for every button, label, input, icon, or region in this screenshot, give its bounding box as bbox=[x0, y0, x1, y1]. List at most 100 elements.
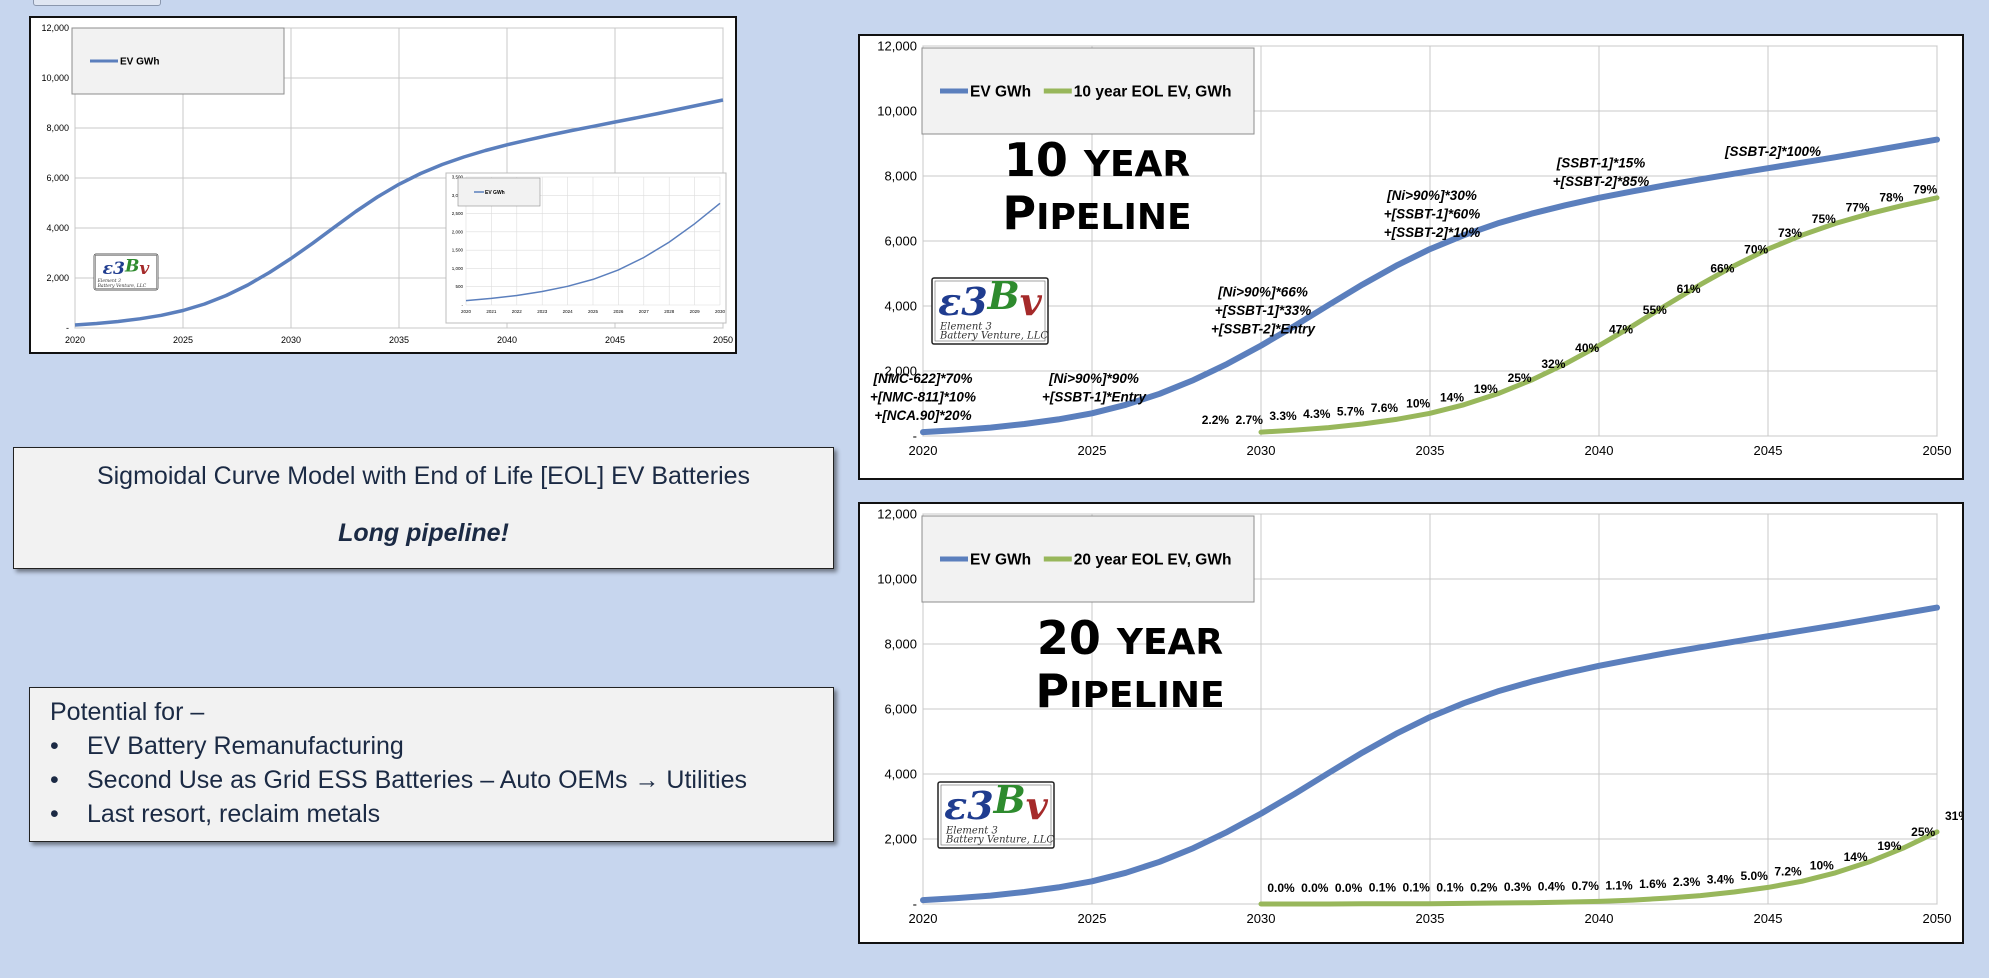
y-tick-label: 6,000 bbox=[884, 702, 917, 717]
y-tick-label: 2,000 bbox=[884, 832, 917, 847]
eol-percent-label: 75% bbox=[1812, 212, 1836, 226]
x-tick-label: 2045 bbox=[1754, 443, 1783, 458]
y-tick-label: 12,000 bbox=[41, 23, 69, 33]
logo-mark-glyph: v bbox=[139, 259, 150, 279]
series-line-eol bbox=[1258, 195, 1940, 435]
y-tick-label: 6,000 bbox=[884, 234, 917, 249]
logo-mark-glyph: 3 bbox=[967, 783, 993, 828]
caption-box: Sigmoidal Curve Model with End of Life [… bbox=[13, 447, 834, 569]
eol-percent-label: 66% bbox=[1710, 262, 1734, 276]
chart-title: 10 yearPipeline bbox=[1002, 133, 1191, 240]
eol-percent-label: 2.7% bbox=[1236, 413, 1264, 427]
logo-mark-glyph: v bbox=[1020, 279, 1043, 324]
eol-percent-label: 2.2% bbox=[1202, 413, 1230, 427]
logo-mark-glyph: ɛ bbox=[103, 259, 114, 279]
eol-percent-label: 5.7% bbox=[1337, 405, 1365, 419]
eol-percent-label: 0.2% bbox=[1470, 880, 1498, 894]
eol-percent-label: 77% bbox=[1846, 200, 1870, 214]
eol-percent-label: 10% bbox=[1406, 396, 1430, 410]
logo-mark-glyph: 3 bbox=[113, 259, 125, 279]
eol-percent-label: 7.6% bbox=[1371, 401, 1399, 415]
logo-mark: ɛ3Bv bbox=[944, 777, 1049, 828]
logo-line1: Element 3 bbox=[97, 278, 121, 284]
legend-label: EV GWh bbox=[970, 84, 1031, 101]
eol-percent-label: 1.1% bbox=[1605, 878, 1633, 892]
eol-percent-label: 0.0% bbox=[1335, 881, 1363, 895]
logo-inner-frame bbox=[95, 255, 157, 289]
chemistry-annotation: [SSBT-2]*100% bbox=[1724, 144, 1821, 159]
chemistry-annotation: +[SSBT-1]*60% bbox=[1384, 207, 1480, 222]
chemistry-annotation: +[SSBT-2]*10% bbox=[1384, 225, 1480, 240]
inset-chart: - 500 1,000 1,500 2,000 2,500 3,000 3,500 2020 20… bbox=[445, 172, 727, 324]
potential-heading: Potential for – bbox=[50, 698, 205, 726]
chemistry-annotation: +[NMC-811]*10% bbox=[870, 390, 976, 405]
potential-item: EV Battery Remanufacturing bbox=[50, 729, 833, 763]
y-tick-label: 12,000 bbox=[877, 39, 917, 54]
logo-mark-glyph: B bbox=[124, 256, 139, 276]
inset-x-tick-label: 2026 bbox=[613, 309, 624, 314]
logo-inner-frame bbox=[940, 784, 1052, 846]
eol-percent-label: 0.1% bbox=[1436, 881, 1464, 895]
eol-percent-label: 40% bbox=[1575, 341, 1599, 355]
inset-x-tick-label: 2020 bbox=[461, 309, 472, 314]
eol-percent-label: 78% bbox=[1879, 191, 1903, 205]
legend: EV GWh bbox=[71, 27, 285, 95]
x-tick-label: 2050 bbox=[1923, 443, 1952, 458]
x-tick-label: 2020 bbox=[65, 335, 85, 345]
x-tick-label: 2035 bbox=[1416, 911, 1445, 926]
legend-label: 20 year EOL EV, GWh bbox=[1074, 552, 1232, 569]
logo-mark-glyph: v bbox=[1026, 783, 1049, 828]
legend: EV GWh 10 year EOL EV, GWh bbox=[921, 47, 1255, 135]
eol-percent-label: 19% bbox=[1474, 382, 1498, 396]
logo-line2: Battery Venture, LLC bbox=[945, 835, 1054, 846]
chart-title-initial: P bbox=[1002, 186, 1036, 240]
chart-title-line2: Pipeline bbox=[1035, 664, 1224, 718]
chemistry-annotation: [Ni>90%]*30% bbox=[1386, 188, 1477, 203]
eol-percent-label: 47% bbox=[1609, 323, 1633, 337]
logo-mark-glyph: ɛ bbox=[938, 279, 961, 324]
x-tick-label: 2050 bbox=[713, 335, 733, 345]
chart-title-word: year bbox=[1116, 622, 1223, 663]
y-tick-label: 10,000 bbox=[877, 104, 917, 119]
caption-subtitle: Long pipeline! bbox=[338, 519, 509, 547]
series-line-ev bbox=[74, 98, 724, 327]
eol-percent-label: 7.2% bbox=[1774, 864, 1802, 878]
eol-percent-label: 61% bbox=[1677, 282, 1701, 296]
y-tick-label: 2,000 bbox=[46, 273, 69, 283]
x-tick-label: 2030 bbox=[281, 335, 301, 345]
chart-title-word: year bbox=[1083, 144, 1190, 185]
y-tick-label: - bbox=[913, 897, 917, 912]
inset-y-tick-label: - bbox=[462, 303, 464, 308]
chart-frame: - 2,000 4,000 6,000 8,000 10,000 12,000 2020 202… bbox=[877, 39, 1951, 458]
inset-legend-label: EV GWh bbox=[485, 190, 505, 196]
chart-title-line1: 20 year bbox=[1037, 611, 1223, 665]
eol-percent-label: 32% bbox=[1541, 357, 1565, 371]
eol-percent-label: 1.6% bbox=[1639, 877, 1667, 891]
x-tick-label: 2025 bbox=[1078, 443, 1107, 458]
y-tick-label: 4,000 bbox=[884, 767, 917, 782]
eol-percent-label: 0.1% bbox=[1369, 881, 1397, 895]
potential-item: Second Use as Grid ESS Batteries – Auto … bbox=[50, 763, 833, 797]
logo-frame bbox=[93, 253, 159, 291]
x-tick-label: 2020 bbox=[909, 911, 938, 926]
x-tick-label: 2045 bbox=[605, 335, 625, 345]
eol-percent-label: 25% bbox=[1508, 371, 1532, 385]
y-tick-label: 6,000 bbox=[46, 173, 69, 183]
logo-line1: Element 3 bbox=[945, 825, 998, 836]
chart-title-initial: P bbox=[1035, 664, 1069, 718]
chemistry-annotation: [Ni>90%]*90% bbox=[1048, 371, 1139, 386]
overview-chart: - 2,000 4,000 6,000 8,000 10,000 12,000 2020 202… bbox=[29, 16, 737, 354]
eol-percent-label: 10% bbox=[1810, 858, 1834, 872]
chart-title-number: 20 bbox=[1037, 611, 1117, 665]
potential-list: EV Battery Remanufacturing Second Use as… bbox=[50, 729, 833, 831]
inset-x-tick-label: 2030 bbox=[715, 309, 726, 314]
inset-x-tick-label: 2021 bbox=[486, 309, 497, 314]
chart-title-line2: Pipeline bbox=[1002, 186, 1191, 240]
caption-title: Sigmoidal Curve Model with End of Life [… bbox=[96, 462, 751, 490]
logo-mark-glyph: B bbox=[987, 273, 1020, 318]
inset-y-tick-label: 3,500 bbox=[452, 175, 464, 180]
chemistry-annotation: +[SSBT-2]*85% bbox=[1553, 174, 1649, 189]
y-tick-label: 4,000 bbox=[46, 223, 69, 233]
